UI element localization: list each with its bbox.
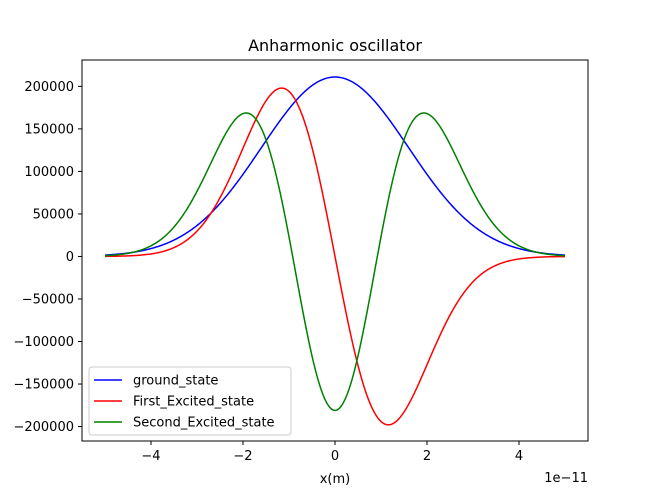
x-tick-label: 0 (331, 449, 339, 464)
x-tick-label: −4 (141, 449, 160, 464)
y-tick-label: 150000 (24, 122, 74, 137)
y-tick-label: 50000 (33, 207, 74, 222)
y-axis: −200000 −150000 −100000 −50000 0 50000 100000 1… (13, 80, 82, 435)
y-tick-label: 100000 (24, 165, 74, 180)
y-tick-label: −200000 (13, 420, 74, 435)
legend-label: First_Excited_state (133, 395, 254, 410)
x-tick-label: 2 (423, 449, 431, 464)
x-axis: −4 −2 0 2 4 (141, 441, 523, 464)
legend: ground_state First_Excited_state Second_Ex… (88, 366, 292, 436)
x-axis-label: x(m) (320, 472, 351, 487)
y-tick-label: −150000 (13, 378, 74, 393)
legend-box (88, 366, 292, 436)
y-tick-label: 0 (66, 250, 74, 265)
legend-label: Second_Excited_state (133, 416, 275, 431)
x-tick-label: −2 (233, 449, 252, 464)
y-tick-label: 200000 (24, 80, 74, 95)
x-offset-label: 1e−11 (544, 471, 588, 486)
x-tick-label: 4 (515, 449, 523, 464)
legend-label: ground_state (133, 374, 218, 389)
y-tick-label: −100000 (13, 335, 74, 350)
series-line-Second_Excited_state (104, 112, 566, 412)
series-line-ground_state (104, 76, 566, 256)
series-curves (104, 76, 566, 426)
chart-title: Anharmonic oscillator (248, 36, 422, 55)
series-line-First_Excited_state (104, 87, 566, 426)
y-tick-label: −50000 (22, 292, 74, 307)
